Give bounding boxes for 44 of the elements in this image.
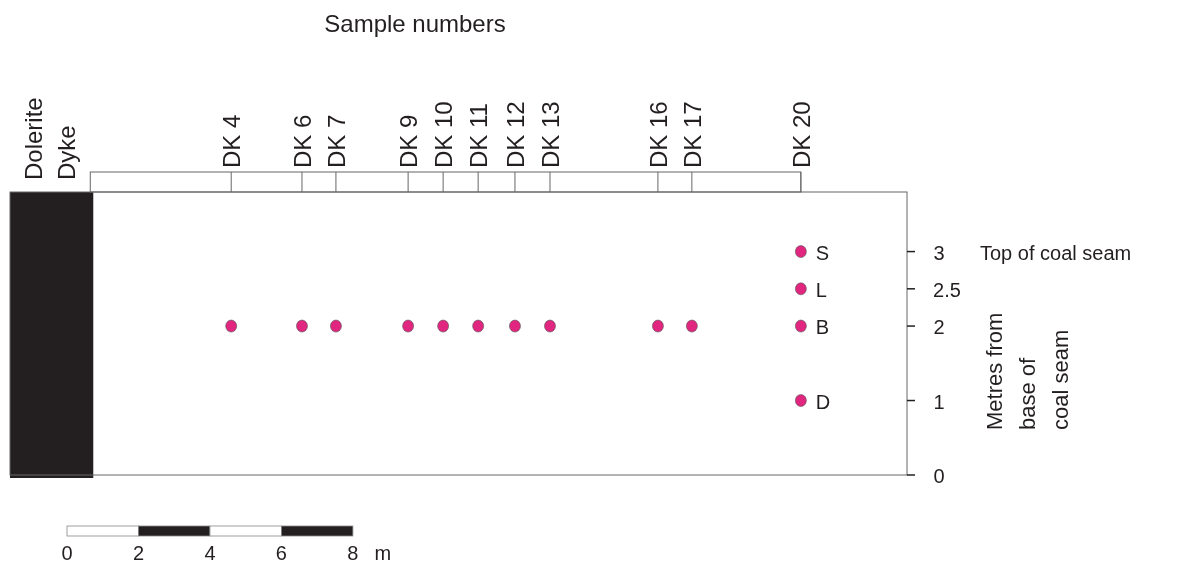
annotation: DK 7	[322, 114, 350, 168]
point	[472, 319, 484, 333]
annotation: DK 11	[465, 103, 493, 168]
y-tick-label: 3	[933, 241, 945, 264]
data-label: D	[815, 390, 831, 413]
data-label: S	[815, 241, 830, 264]
point	[402, 319, 414, 333]
point	[330, 319, 342, 333]
point	[795, 282, 807, 296]
annotation: DK 12	[501, 101, 529, 168]
x-tick-label: 2	[132, 542, 145, 564]
y-tick-label: 2.5	[933, 278, 961, 301]
y-tick-label: 1	[933, 390, 945, 413]
annotation: DK 17	[678, 101, 706, 168]
point	[795, 394, 807, 407]
point	[296, 319, 308, 333]
x-tick-label: 6	[275, 542, 287, 564]
annotation: DK 10	[430, 101, 458, 168]
y-tick-label: 0	[933, 465, 945, 487]
y-tick-label: 2	[933, 316, 945, 339]
annotation: DK 13	[536, 101, 564, 168]
text: Top of coal seam	[980, 241, 1132, 264]
annotation: DK 16	[644, 101, 672, 168]
point	[225, 319, 238, 333]
x-tick-label: 0	[61, 542, 73, 564]
data-label: L	[815, 278, 827, 301]
point	[437, 319, 449, 333]
point	[795, 245, 807, 258]
point	[652, 319, 664, 333]
x-axis-title: m	[374, 542, 392, 564]
data-label: B	[815, 316, 830, 339]
point	[544, 319, 556, 333]
annotation: DK 9	[395, 114, 423, 168]
annotation: DK 20	[787, 101, 815, 168]
point	[686, 319, 698, 333]
point	[795, 319, 807, 333]
annotation: DK 6	[288, 114, 316, 168]
chart-title: Sample numbers	[324, 10, 506, 37]
x-tick-label: 8	[347, 542, 359, 564]
point	[509, 319, 521, 333]
band-label: Dolerite Dyke	[20, 97, 80, 180]
y-axis-title: Metres from base of coal seam	[982, 312, 1073, 430]
annotation: DK 4	[218, 114, 246, 168]
x-tick-label: 4	[204, 542, 216, 564]
